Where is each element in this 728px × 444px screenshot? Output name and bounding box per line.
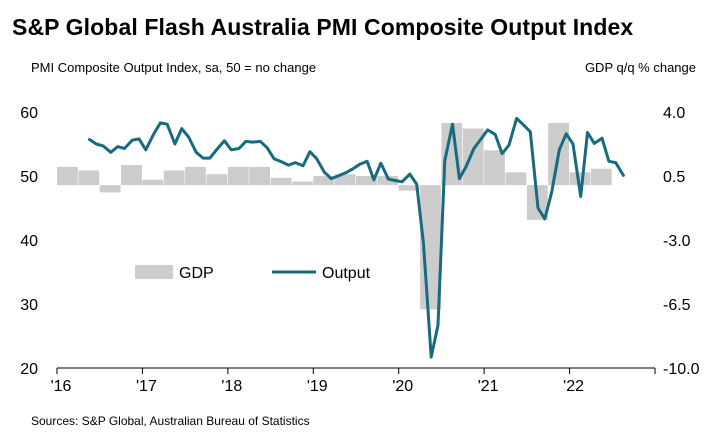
gdp-bar (291, 181, 313, 186)
gdp-bar (142, 179, 164, 186)
left-tick-label: 60 (20, 105, 38, 122)
gdp-bar (569, 172, 591, 186)
gdp-bar (590, 168, 612, 186)
gdp-bar (313, 176, 335, 186)
x-tick-label: '21 (478, 378, 499, 395)
gdp-bar (78, 170, 100, 186)
legend-label-gdp: GDP (179, 265, 214, 282)
x-tick-label: '17 (136, 378, 157, 395)
x-tick-label: '18 (221, 378, 242, 395)
gdp-bar (99, 185, 121, 193)
right-tick-label: -6.5 (663, 297, 691, 314)
output-line (88, 116, 625, 359)
source-note: Sources: S&P Global, Australian Bureau o… (31, 414, 310, 428)
gdp-bar (227, 166, 249, 186)
left-axis-label: PMI Composite Output Index, sa, 50 = no … (31, 60, 317, 75)
gdp-bar (185, 166, 206, 186)
legend-swatch-gdp (135, 265, 173, 279)
gdp-bar (505, 172, 527, 186)
right-tick-label: 0.5 (663, 169, 685, 186)
chart-legend: GDP Output (135, 265, 371, 282)
chart-axes (56, 367, 656, 374)
x-tick-label: '19 (307, 378, 328, 395)
tick-labels: 60 50 40 30 20 4.0 0.5 -3.0 -6.5 -10.0 '16 '17 '18 '1… (20, 105, 699, 395)
gdp-bar (121, 165, 142, 186)
right-tick-label: -10.0 (663, 361, 700, 378)
x-tick-label: '22 (563, 378, 584, 395)
gdp-bar (270, 177, 292, 186)
gdp-bar (57, 166, 78, 186)
legend-label-output: Output (322, 265, 371, 282)
chart-title: S&P Global Flash Australia PMI Composite… (12, 14, 634, 40)
gdp-bar (249, 166, 270, 186)
right-tick-label: -3.0 (663, 233, 691, 250)
left-tick-label: 50 (20, 169, 38, 186)
gdp-bar (206, 174, 228, 186)
gdp-bar (334, 174, 356, 186)
x-tick-label: '16 (51, 378, 72, 395)
gdp-bar (163, 170, 185, 186)
left-tick-label: 30 (20, 297, 38, 314)
right-tick-label: 4.0 (663, 105, 685, 122)
left-tick-label: 40 (20, 233, 38, 250)
gdp-bar (484, 150, 505, 186)
right-axis-label: GDP q/q % change (584, 60, 696, 75)
left-tick-label: 20 (20, 361, 38, 378)
gdp-bar (462, 128, 484, 186)
gdp-bar (356, 176, 377, 186)
x-tick-label: '20 (392, 378, 413, 395)
gdp-bar (377, 176, 399, 186)
gdp-bar (398, 185, 420, 191)
